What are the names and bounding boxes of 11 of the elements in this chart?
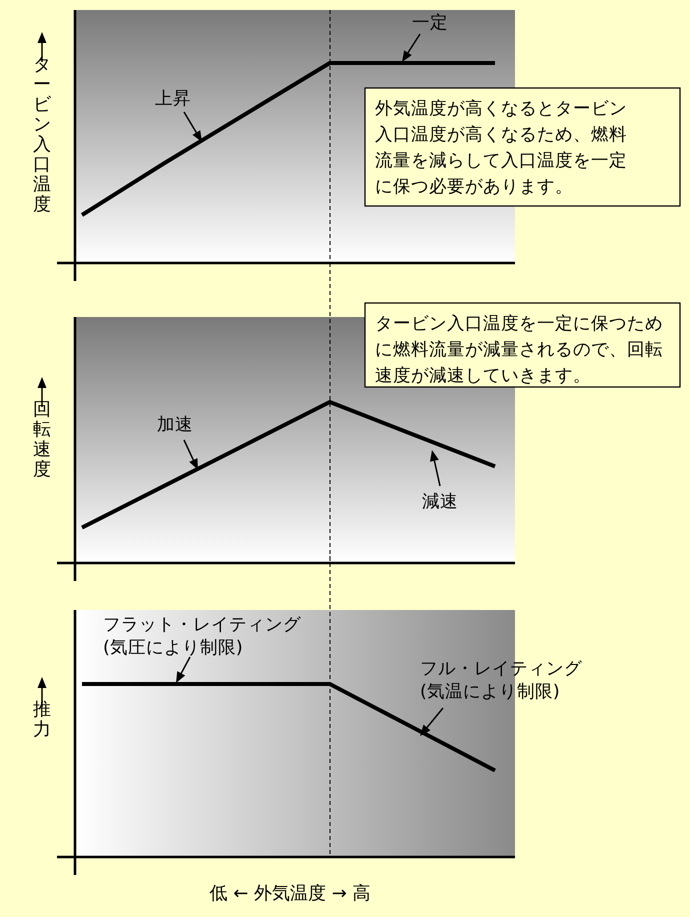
text: 一定 xyxy=(412,12,448,33)
text: フラット・レイティング(気圧により制限) xyxy=(103,615,302,658)
annotation: 加速 xyxy=(157,415,193,435)
annotation: フル・レイティング(気温により制限) xyxy=(420,659,583,702)
y-axis-title: タービン入口温度 xyxy=(33,54,52,215)
x-axis-title: 低 ← 外気温度 → 高 xyxy=(209,883,371,904)
y-axis-title: 回転速度 xyxy=(33,399,51,480)
text: タービン入口温度を一定に保つために燃料流量が減量されるので、回転速度が減速していきます。 xyxy=(375,313,663,386)
annotation: 上昇 xyxy=(155,89,191,109)
annotation: 外気温度が高くなるとタービン入口温度が高くなるため、燃料流量を減らして入口温度を一定に保つ必要があります。 xyxy=(375,98,627,197)
annotation: 減速 xyxy=(422,492,458,512)
